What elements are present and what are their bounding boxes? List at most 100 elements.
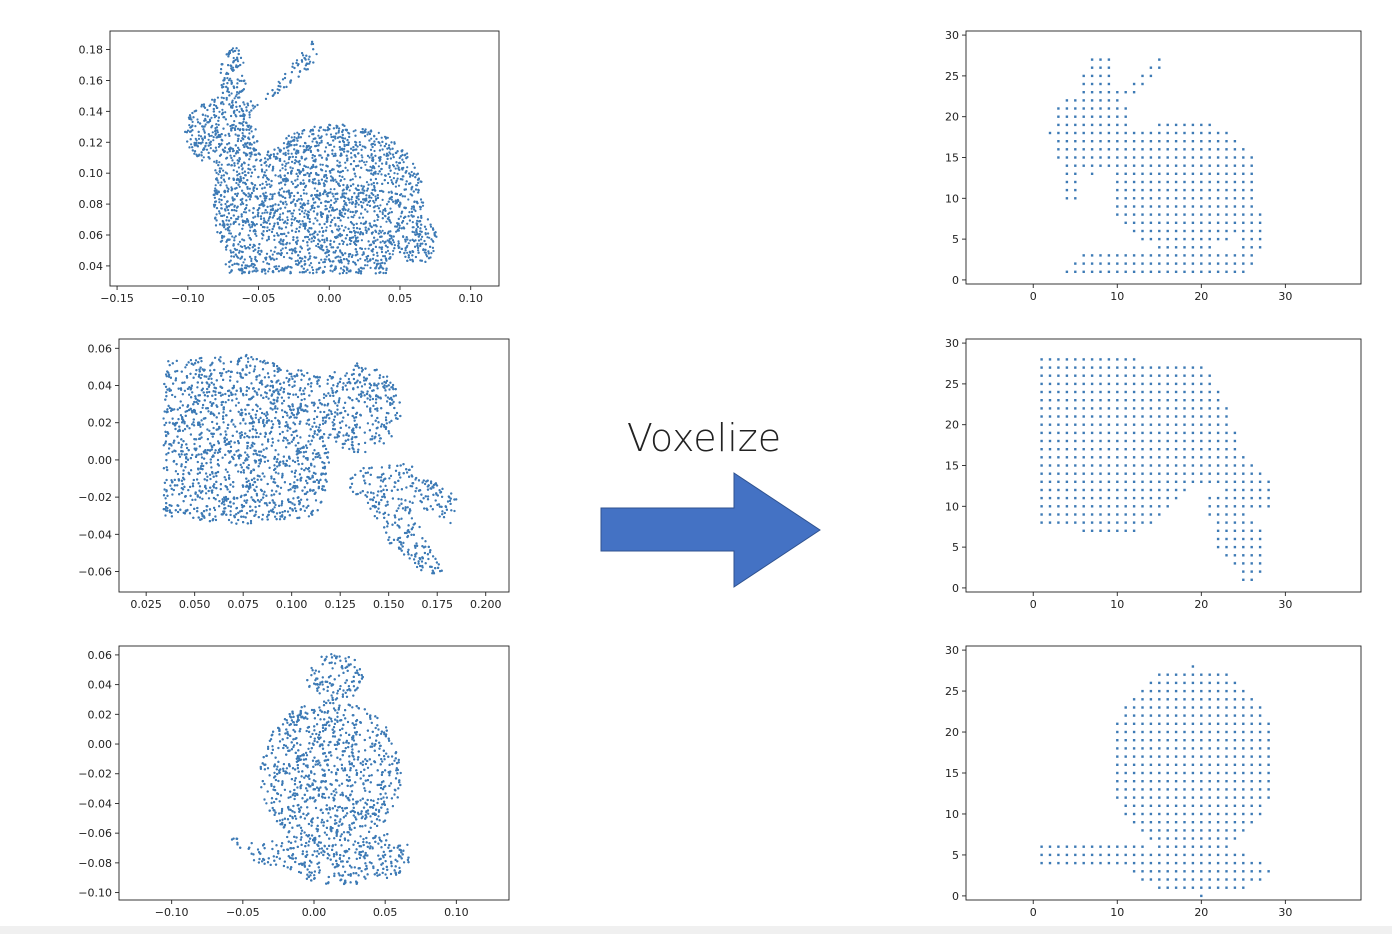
scatter-point: [254, 128, 257, 131]
scatter-point: [371, 257, 375, 260]
scatter-point: [337, 165, 341, 168]
scatter-point: [364, 247, 367, 250]
scatter-point: [236, 255, 239, 258]
scatter-point: [250, 264, 253, 267]
scatter-point: [227, 53, 230, 56]
scatter-point: [331, 192, 334, 195]
scatter-point: [364, 259, 367, 262]
y-tick-label: 0.10: [79, 167, 104, 180]
scatter-point: [329, 206, 332, 209]
scatter-point: [279, 85, 282, 88]
scatter-point: [218, 212, 221, 215]
scatter-point: [323, 241, 326, 244]
scatter-point: [305, 192, 308, 195]
scatter-point: [287, 191, 290, 194]
scatter-point: [325, 193, 328, 196]
scatter-point: [393, 244, 396, 247]
scatter-point: [400, 167, 404, 170]
scatter-point: [317, 144, 320, 147]
scatter-point: [368, 139, 371, 142]
scatter-point: [332, 246, 335, 249]
scatter-point: [329, 260, 332, 263]
scatter-point: [291, 215, 294, 218]
scatter-point: [234, 187, 237, 190]
scatter-point: [380, 231, 383, 234]
scatter-point: [337, 131, 340, 134]
scatter-point: [356, 145, 359, 148]
scatter-point: [378, 229, 381, 232]
scatter-point: [278, 182, 281, 185]
scatter-point: [382, 255, 385, 258]
scatter-point: [412, 206, 415, 209]
scatter-point: [293, 139, 296, 142]
scatter-point: [412, 250, 415, 253]
scatter-point: [373, 261, 376, 264]
scatter-point: [379, 204, 382, 207]
scatter-point: [368, 156, 371, 159]
scatter-point: [279, 169, 282, 172]
scatter-point: [337, 229, 340, 232]
scatter-point: [330, 221, 333, 224]
scatter-point: [190, 143, 193, 146]
scatter-point: [238, 105, 241, 108]
scatter-point: [296, 64, 299, 67]
scatter-point: [221, 224, 224, 227]
scatter-point: [240, 79, 243, 82]
scatter-point: [370, 231, 373, 235]
scatter-point: [306, 248, 310, 251]
scatter-point: [404, 255, 407, 258]
scatter-point: [288, 242, 291, 245]
scatter-point: [359, 257, 362, 260]
scatter-point: [378, 159, 381, 162]
scatter-point: [365, 199, 368, 202]
scatter-point: [378, 246, 381, 249]
scatter-point: [414, 176, 417, 179]
scatter-point: [233, 97, 236, 100]
scatter-point: [236, 205, 239, 208]
scatter-point: [290, 212, 293, 215]
scatter-point: [391, 147, 394, 150]
scatter-point: [272, 214, 276, 217]
scatter-point: [355, 165, 358, 168]
scatter-point: [390, 234, 393, 238]
scatter-point: [340, 152, 343, 155]
scatter-point: [370, 169, 373, 172]
scatter-point: [267, 238, 270, 241]
scatter-point: [217, 116, 220, 119]
scatter-point: [234, 220, 237, 223]
scatter-point: [312, 42, 315, 46]
scatter-point: [369, 130, 372, 133]
scatter-point: [321, 163, 324, 166]
scatter-point: [226, 143, 229, 146]
scatter-point: [308, 220, 311, 223]
scatter-point: [310, 165, 314, 168]
scatter-point: [339, 267, 343, 270]
scatter-point: [248, 265, 251, 268]
scatter-point: [265, 169, 268, 172]
scatter-point: [230, 251, 233, 254]
scatter-point: [234, 192, 237, 196]
scatter-point: [345, 192, 348, 195]
scatter-point: [266, 151, 270, 154]
scatter-point: [257, 215, 260, 218]
scatter-point: [318, 154, 321, 157]
scatter-point: [298, 250, 302, 253]
scatter-point: [234, 133, 237, 136]
scatter-point: [386, 147, 389, 150]
scatter-point: [388, 144, 391, 147]
scatter-point: [308, 257, 311, 260]
scatter-point: [254, 248, 257, 251]
scatter-point: [225, 96, 228, 100]
scatter-point: [271, 94, 274, 97]
scatter-point: [347, 262, 350, 265]
scatter-point: [203, 119, 206, 122]
scatter-point: [227, 91, 231, 94]
scatter-point: [324, 170, 327, 173]
scatter-point: [212, 203, 216, 206]
scatter-point: [254, 184, 257, 187]
scatter-point: [284, 200, 287, 203]
scatter-point: [294, 247, 297, 250]
scatter-point: [345, 234, 349, 237]
scatter-point: [216, 192, 219, 196]
scatter-point: [241, 167, 244, 170]
